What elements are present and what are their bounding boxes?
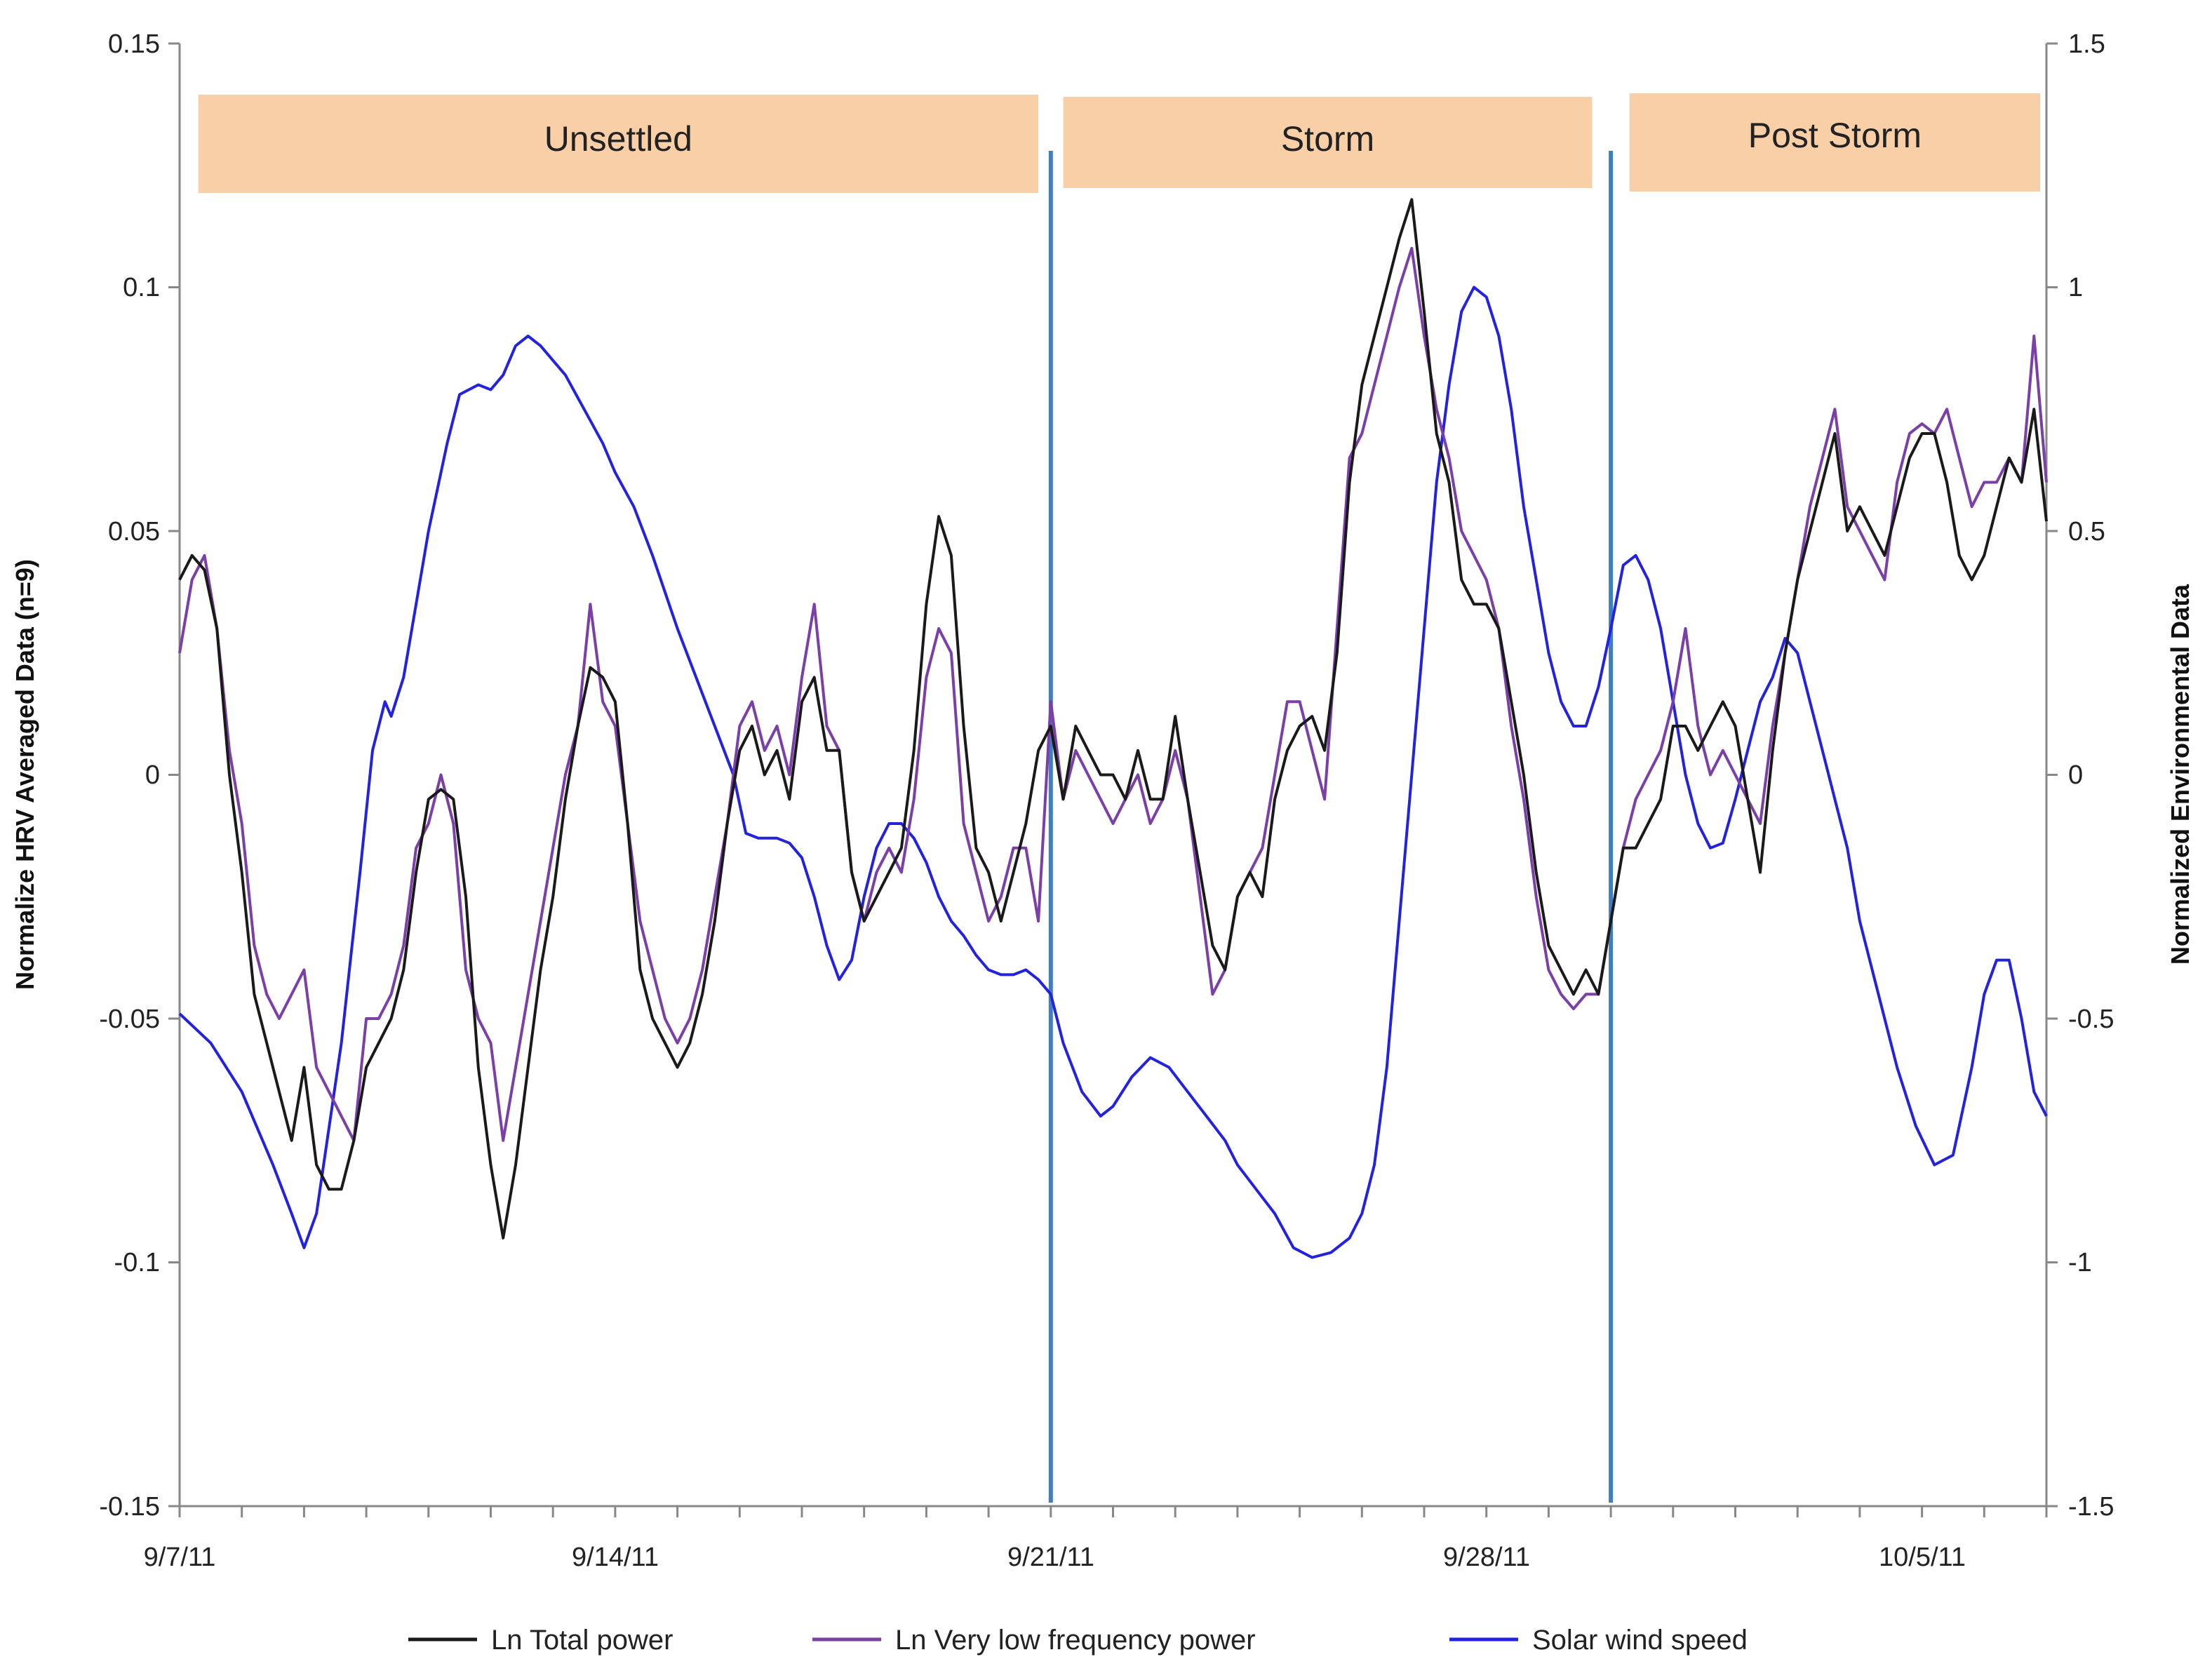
phase-banners: Unsettled Storm Post Storm (198, 93, 2041, 193)
y-left-tick-label: -0.05 (99, 1005, 160, 1034)
y-right-tick-label: 1.5 (2068, 29, 2105, 59)
y-right-tick-label: 0.5 (2068, 517, 2105, 546)
y-right-tick-label: -1.5 (2068, 1492, 2114, 1522)
phase-banner-storm (1063, 97, 1593, 188)
x-tick-label: 9/28/11 (1443, 1543, 1530, 1572)
y-right-tick-label: 1 (2068, 273, 2083, 302)
legend-label-solar-wind-speed: Solar wind speed (1532, 1625, 1748, 1656)
legend-label-ln-total-power: Ln Total power (491, 1625, 673, 1656)
x-axis-minor-ticks (178, 1506, 2048, 1517)
left-axis-ticks: 0.15 0.1 0.05 0 -0.05 -0.1 -0.15 (99, 29, 180, 1522)
y-left-tick-label: 0 (145, 760, 160, 790)
series-group (178, 198, 2048, 1259)
y-left-tick-label: -0.1 (114, 1248, 160, 1277)
phase-label-post-storm: Post Storm (1748, 116, 1922, 155)
y-left-tick-label: 0.05 (108, 517, 160, 546)
y-left-tick-label: -0.15 (99, 1492, 160, 1522)
x-tick-label: 10/5/11 (1879, 1543, 1966, 1572)
phase-banner-post-storm (1629, 93, 2041, 192)
y-left-tick-label: 0.1 (123, 273, 160, 302)
x-tick-label: 9/14/11 (572, 1543, 659, 1572)
y-right-tick-label: -0.5 (2068, 1005, 2114, 1034)
legend-label-ln-vlf-power: Ln Very low frequency power (895, 1625, 1256, 1656)
series-line-ln-vlf-power (178, 246, 2048, 1142)
phase-banner-unsettled (198, 95, 1039, 193)
x-tick-label: 9/21/11 (1007, 1543, 1094, 1572)
x-axis-tick-labels: 9/7/11 9/14/11 9/21/11 9/28/11 10/5/11 (144, 1543, 1966, 1572)
legend: Ln Total power Ln Very low frequency pow… (408, 1625, 1748, 1656)
phase-label-storm: Storm (1281, 119, 1374, 159)
y-right-axis-title: Normalized Environmental Data (2166, 584, 2194, 965)
y-left-axis-title: Normalize HRV Averaged Data (n=9) (11, 559, 39, 990)
y-right-tick-label: -1 (2068, 1248, 2092, 1277)
series-line-ln-total-power (178, 198, 2048, 1240)
phase-label-unsettled: Unsettled (544, 119, 692, 159)
y-right-tick-label: 0 (2068, 760, 2083, 790)
right-axis-ticks: 1.5 1 0.5 0 -0.5 -1 -1.5 (2046, 29, 2114, 1522)
y-left-tick-label: 0.15 (108, 29, 160, 59)
x-tick-label: 9/7/11 (144, 1543, 216, 1572)
